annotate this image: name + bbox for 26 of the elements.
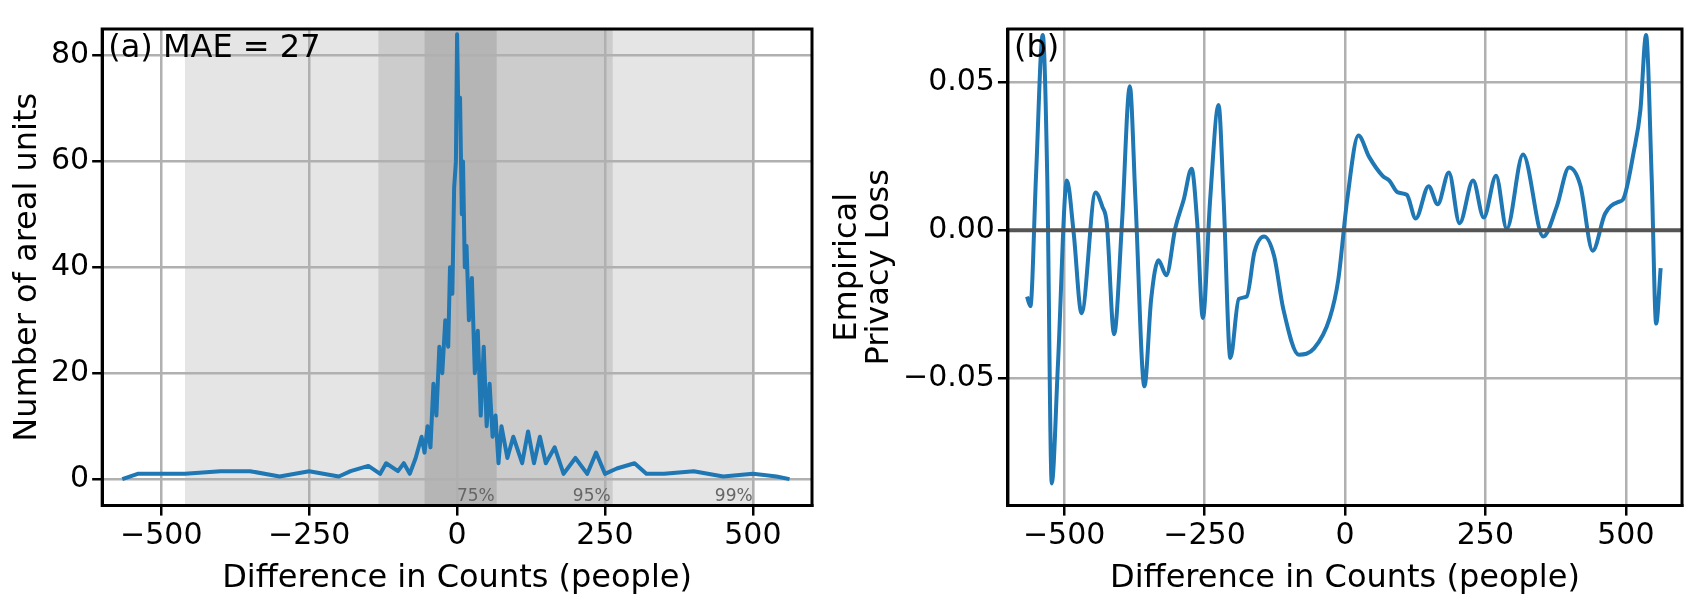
x-tick-label: −250 (1163, 516, 1246, 552)
x-axis-title: Difference in Counts (people) (1110, 557, 1580, 596)
y-tick-label: −0.05 (903, 358, 995, 394)
y-tick-label: 20 (50, 353, 90, 389)
x-tick-label: 250 (1456, 516, 1515, 552)
y-tick-label: 0.05 (928, 62, 995, 98)
x-tick-label: −500 (1022, 516, 1106, 552)
x-tick-label: 250 (576, 516, 634, 552)
band-label: 95% (572, 484, 611, 505)
band-label: 75% (456, 484, 495, 505)
x-tick-label: −250 (268, 516, 351, 552)
y-tick-label: 40 (50, 247, 90, 283)
x-tick-label: −500 (120, 516, 203, 552)
x-axis-title: Difference in Counts (people) (222, 557, 692, 596)
annotation: (a) MAE = 27 (108, 27, 321, 66)
y-axis-title: Empirical Privacy Loss (826, 169, 897, 366)
x-tick-label: 0 (1335, 516, 1355, 552)
band-label: 99% (714, 484, 753, 505)
y-tick-label: 0.00 (928, 210, 995, 246)
y-tick-label: 80 (50, 35, 90, 71)
x-tick-label: 500 (1597, 516, 1655, 552)
y-tick-label: 60 (50, 141, 90, 177)
x-tick-label: 500 (724, 516, 782, 552)
y-tick-label: 0 (70, 458, 90, 494)
y-axis-title: Number of areal units (6, 92, 45, 442)
x-tick-label: 0 (447, 516, 467, 552)
